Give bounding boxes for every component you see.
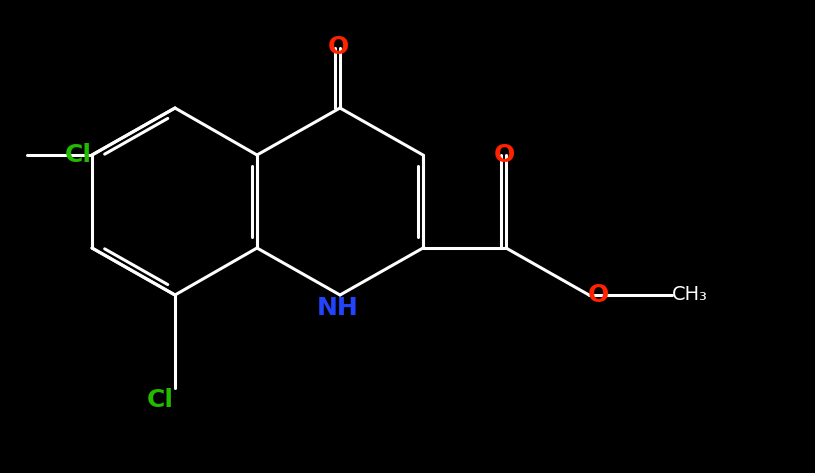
Text: Cl: Cl — [64, 143, 91, 167]
Text: O: O — [588, 283, 609, 307]
Text: O: O — [493, 143, 514, 167]
Text: NH: NH — [317, 296, 359, 320]
Text: Cl: Cl — [147, 388, 174, 412]
Text: O: O — [328, 35, 349, 59]
Text: CH₃: CH₃ — [672, 286, 708, 305]
